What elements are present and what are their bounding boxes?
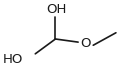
Text: HO: HO bbox=[2, 53, 23, 66]
Text: OH: OH bbox=[46, 3, 67, 16]
Text: O: O bbox=[80, 37, 91, 50]
